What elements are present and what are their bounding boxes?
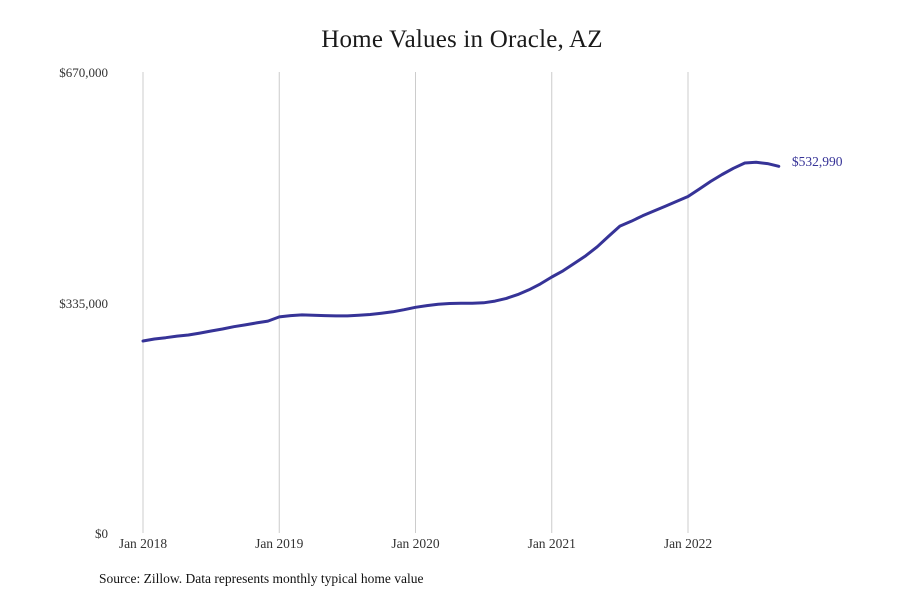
end-value-label: $532,990: [791, 154, 843, 170]
home-value-line: [141, 160, 781, 343]
x-axis-tick-label: Jan 2020: [391, 536, 440, 551]
x-axis-tick-label: Jan 2019: [255, 536, 304, 551]
y-axis-tick-label: $670,000: [59, 65, 108, 80]
chart-title: Home Values in Oracle, AZ: [321, 26, 603, 53]
source-note: Source: Zillow. Data represents monthly …: [99, 571, 424, 586]
y-axis-tick-label: $335,000: [59, 295, 108, 311]
y-axis-tick-label: $0: [95, 526, 108, 541]
x-axis-tick-label: Jan 2021: [527, 536, 576, 551]
x-axis-tick-label: Jan 2022: [663, 536, 713, 551]
x-axis-tick-label: Jan 2018: [118, 536, 168, 551]
